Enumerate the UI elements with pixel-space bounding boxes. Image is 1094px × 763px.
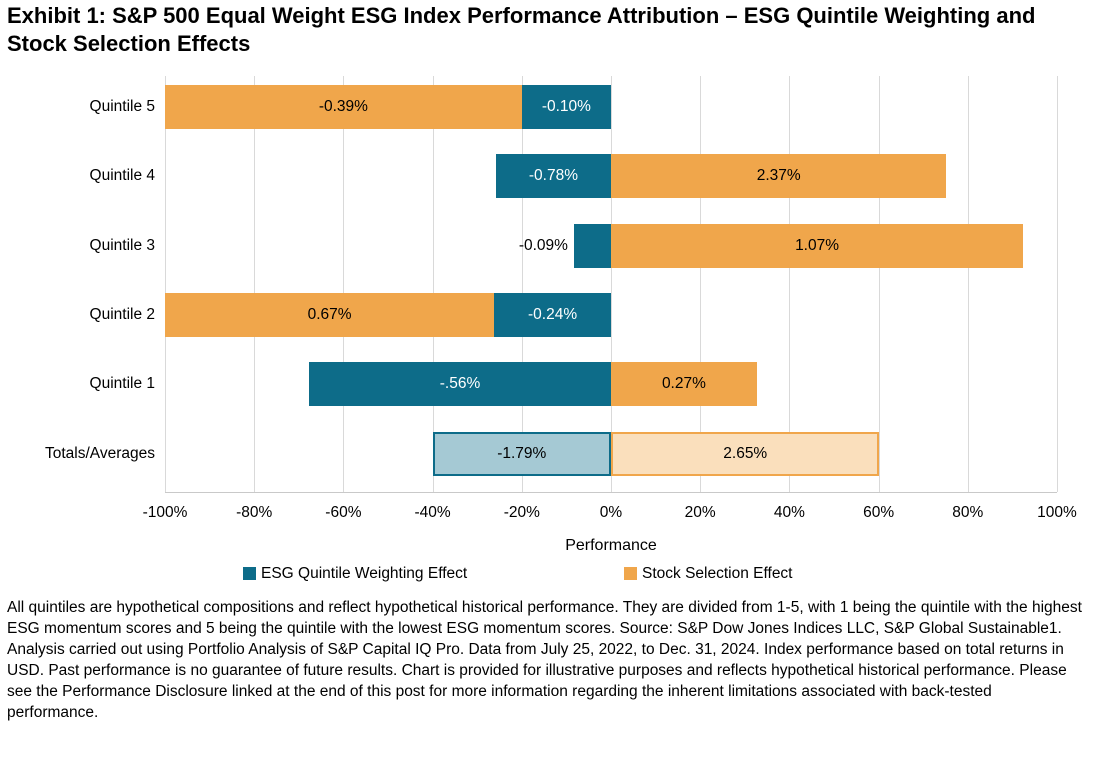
x-axis-tick-label: 100% [1037, 504, 1077, 521]
bar-segment [165, 293, 495, 337]
category-label: Quintile 1 [89, 375, 155, 393]
x-axis-tick-label: -100% [142, 504, 188, 521]
chart-title: Exhibit 1: S&P 500 Equal Weight ESG Inde… [7, 3, 1036, 56]
category-label: Quintile 3 [89, 236, 155, 254]
bar-segment [611, 431, 880, 476]
x-axis-line [165, 492, 1057, 493]
bar-data-label: -0.09% [518, 236, 568, 254]
gridline [343, 76, 345, 492]
x-axis-tick-label: -20% [503, 504, 540, 521]
gridline [611, 76, 612, 492]
bar-data-label: 0.67% [307, 306, 352, 323]
legend-label: ESG Quintile Weighting Effect [261, 565, 468, 582]
gridline [700, 76, 702, 492]
category-label: Totals/Averages [45, 444, 155, 462]
bar-data-label: 0.27% [661, 375, 706, 393]
gridline [254, 76, 256, 492]
gridline [967, 76, 969, 492]
bar-segment [521, 85, 611, 129]
x-axis-tick-label: 40% [773, 504, 805, 521]
bar-segment [611, 362, 757, 407]
gridline [432, 76, 434, 492]
x-axis-title: Performance [565, 537, 657, 554]
bar-segment [309, 362, 611, 407]
gridline [1057, 76, 1058, 492]
category-label: Quintile 5 [89, 98, 155, 115]
legend-swatch-icon [243, 567, 256, 580]
gridline [878, 76, 880, 492]
gridline [789, 76, 791, 492]
x-axis-tick-label: 0% [599, 504, 623, 521]
bar-data-label: -1.79% [497, 444, 547, 462]
x-axis-tick-label: 80% [952, 504, 984, 521]
bar-data-label: -0.24% [528, 306, 578, 323]
bar-data-label: -0.78% [528, 167, 579, 185]
bar-segment [494, 293, 611, 337]
legend-swatch-icon [624, 567, 637, 580]
category-label: Quintile 2 [89, 306, 155, 323]
bar-data-label: -0.10% [541, 98, 591, 115]
bar-data-label: 2.65% [723, 444, 768, 462]
bar-data-label: 2.37% [756, 167, 801, 185]
bar-segment [165, 85, 522, 129]
bar-data-label: -0.39% [318, 98, 368, 115]
bar-segment [611, 223, 1024, 268]
bar-segment [432, 431, 611, 476]
x-axis-tick-label: -80% [236, 504, 273, 521]
category-label: Quintile 4 [89, 167, 155, 185]
x-axis-tick-label: -60% [325, 504, 362, 521]
gridline [165, 76, 166, 492]
gridline [521, 76, 523, 492]
bar-data-label: -.56% [439, 375, 481, 393]
x-axis-tick-label: 20% [684, 504, 716, 521]
bar-segment [495, 154, 611, 199]
chart-footnote: All quintiles are hypothetical compositi… [7, 599, 1082, 721]
legend-label: Stock Selection Effect [642, 565, 793, 582]
x-axis-tick-label: 60% [863, 504, 895, 521]
bar-data-label: 1.07% [795, 236, 840, 254]
bar-segment [611, 154, 947, 199]
x-axis-tick-label: -40% [414, 504, 451, 521]
bar-segment [573, 223, 611, 268]
